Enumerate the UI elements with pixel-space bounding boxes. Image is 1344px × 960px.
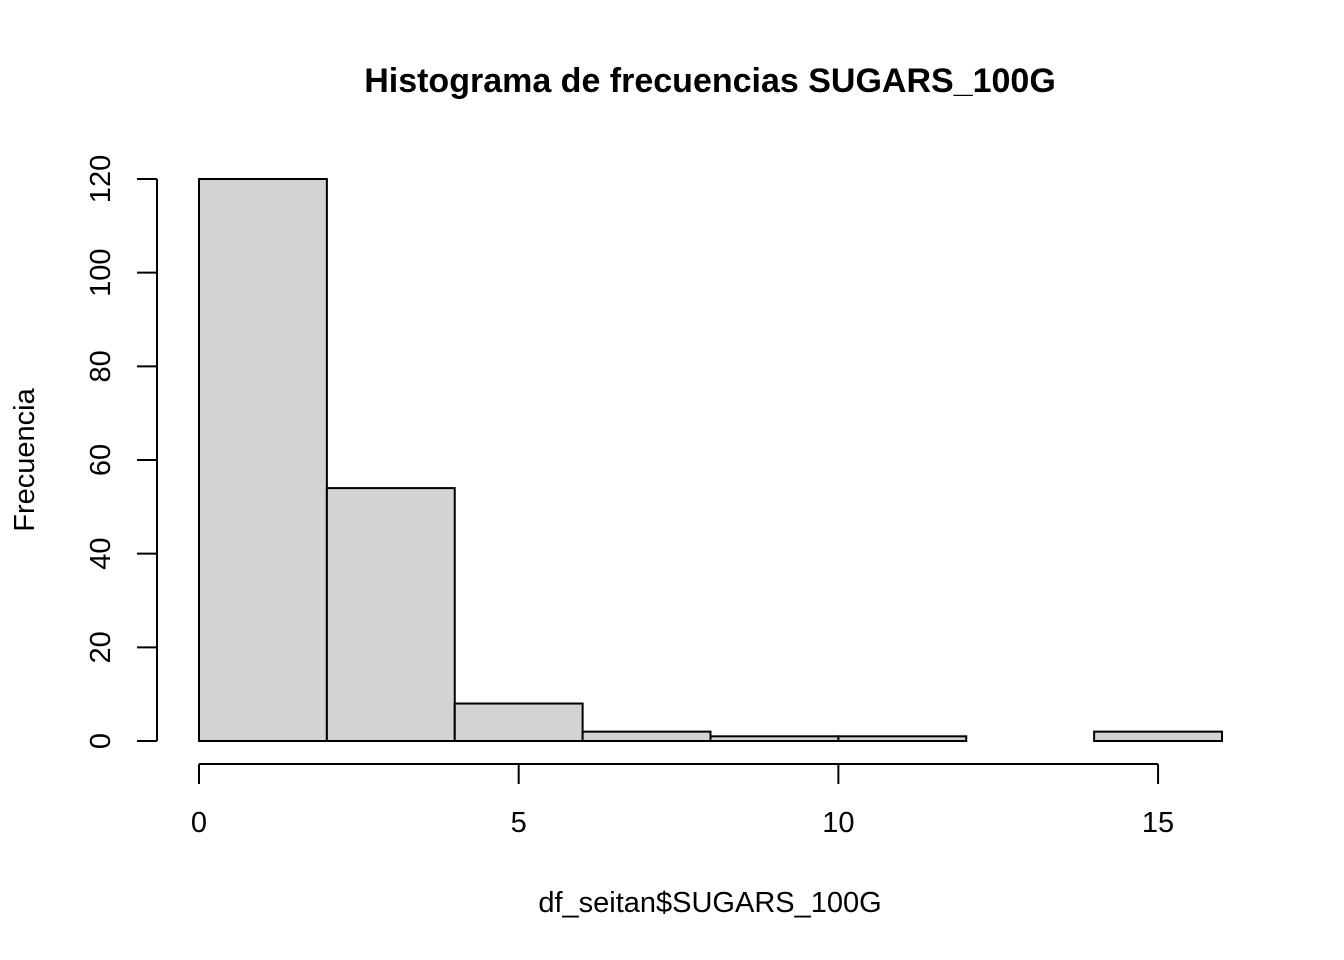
y-tick-label: 60 (85, 444, 117, 476)
y-tick-label: 120 (85, 155, 117, 203)
x-tick-label: 10 (822, 807, 854, 839)
chart-title: Histograma de frecuencias SUGARS_100G (364, 62, 1056, 100)
y-axis-label: Frecuencia (9, 387, 41, 531)
x-axis-label: df_seitan$SUGARS_100G (538, 887, 881, 919)
histogram-bar-2 (453, 702, 584, 742)
histogram-bar-7 (1093, 730, 1223, 743)
histogram-bar-4 (709, 735, 840, 742)
histogram-bar-5 (837, 735, 968, 742)
x-tick-label: 5 (511, 807, 527, 839)
y-tick-label: 0 (85, 733, 117, 749)
x-tick-label: 15 (1142, 807, 1174, 839)
histogram-bar-0 (198, 178, 328, 742)
y-axis: 0 20 40 60 80 100 120 (85, 155, 158, 749)
y-tick-label: 100 (85, 248, 117, 296)
y-tick-label: 80 (85, 350, 117, 382)
x-tick-label: 0 (191, 807, 207, 839)
y-tick-label: 20 (85, 631, 117, 663)
histogram-bar-3 (581, 730, 712, 743)
x-axis: 0 5 10 15 (191, 763, 1174, 839)
histogram-bar-1 (325, 487, 456, 742)
bars-group (198, 178, 1223, 743)
y-tick-label: 40 (85, 538, 117, 570)
